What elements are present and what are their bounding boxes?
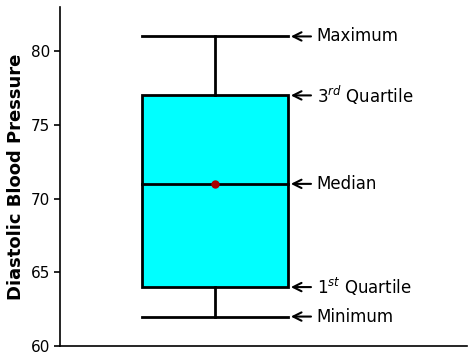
Text: 1$^{st}$ Quartile: 1$^{st}$ Quartile (293, 276, 411, 298)
Text: 3$^{rd}$ Quartile: 3$^{rd}$ Quartile (293, 84, 413, 107)
Text: Minimum: Minimum (293, 308, 394, 325)
Bar (142, 96, 288, 287)
Y-axis label: Diastolic Blood Pressure: Diastolic Blood Pressure (7, 53, 25, 300)
Text: Maximum: Maximum (293, 28, 399, 46)
Text: Median: Median (293, 175, 377, 193)
